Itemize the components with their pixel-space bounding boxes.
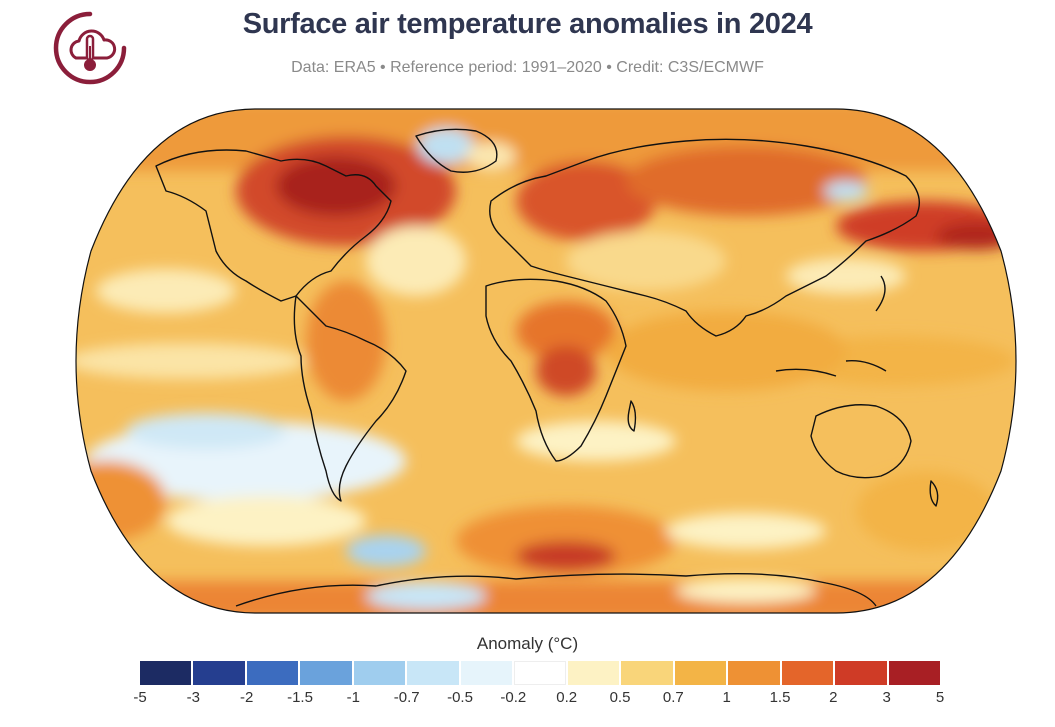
colorbar-tick-label: 5	[935, 689, 945, 706]
colorbar-swatch-5	[407, 661, 459, 685]
colorbar-swatch-14	[888, 661, 941, 685]
colorbar-swatch-13	[835, 661, 887, 685]
colorbar-tick-label: -3	[186, 689, 200, 706]
colorbar-swatch-4	[353, 661, 406, 685]
colorbar-tick-label: 0.2	[556, 689, 578, 706]
colorbar-swatch-8	[567, 661, 620, 685]
colorbar-swatch-10	[674, 661, 727, 685]
colorbar-tick-label: -0.7	[393, 689, 420, 706]
colorbar-tick-label: -1.5	[287, 689, 313, 706]
world-anomaly-map	[75, 108, 1017, 614]
colorbar-tick-label: 0.7	[662, 689, 684, 706]
colorbar-tick-label: 1.5	[769, 689, 791, 706]
colorbar-tick-label: -0.5	[447, 689, 473, 706]
colorbar-tick-label: 0.5	[609, 689, 631, 706]
colorbar-ticks: -5 -3 -2 -1.5 -1 -0.7 -0.5 -0.2 0.2 0.5 0.7 1 1.5 2 3 5	[133, 689, 944, 711]
logo-icon	[53, 11, 127, 85]
page-title: Surface air temperature anomalies in 202…	[242, 8, 813, 40]
page-subtitle: Data: ERA5 • Reference period: 1991–2020…	[291, 59, 764, 76]
colorbar-swatch-9	[621, 661, 673, 685]
colorbar-swatch-1	[193, 661, 245, 685]
colorbar-tick-label: 1	[722, 689, 731, 706]
colorbar	[140, 661, 941, 685]
colorbar-tick-label: -5	[133, 689, 147, 706]
colorbar-swatch-6	[460, 661, 513, 685]
colorbar-swatch-3	[300, 661, 352, 685]
colorbar-swatch-2	[246, 661, 299, 685]
colorbar-tick-label: -0.2	[500, 689, 527, 706]
legend-title: Anomaly (°C)	[476, 634, 579, 653]
colorbar-tick-label: -1	[346, 689, 360, 706]
colorbar-swatch-7	[514, 661, 566, 685]
colorbar-tick-label: 3	[882, 689, 891, 706]
colorbar-swatch-11	[728, 661, 780, 685]
colorbar-tick-label: -2	[239, 689, 254, 706]
colorbar-tick-label: 2	[829, 689, 838, 706]
colorbar-swatch-0	[140, 661, 192, 685]
colorbar-swatch-12	[781, 661, 834, 685]
